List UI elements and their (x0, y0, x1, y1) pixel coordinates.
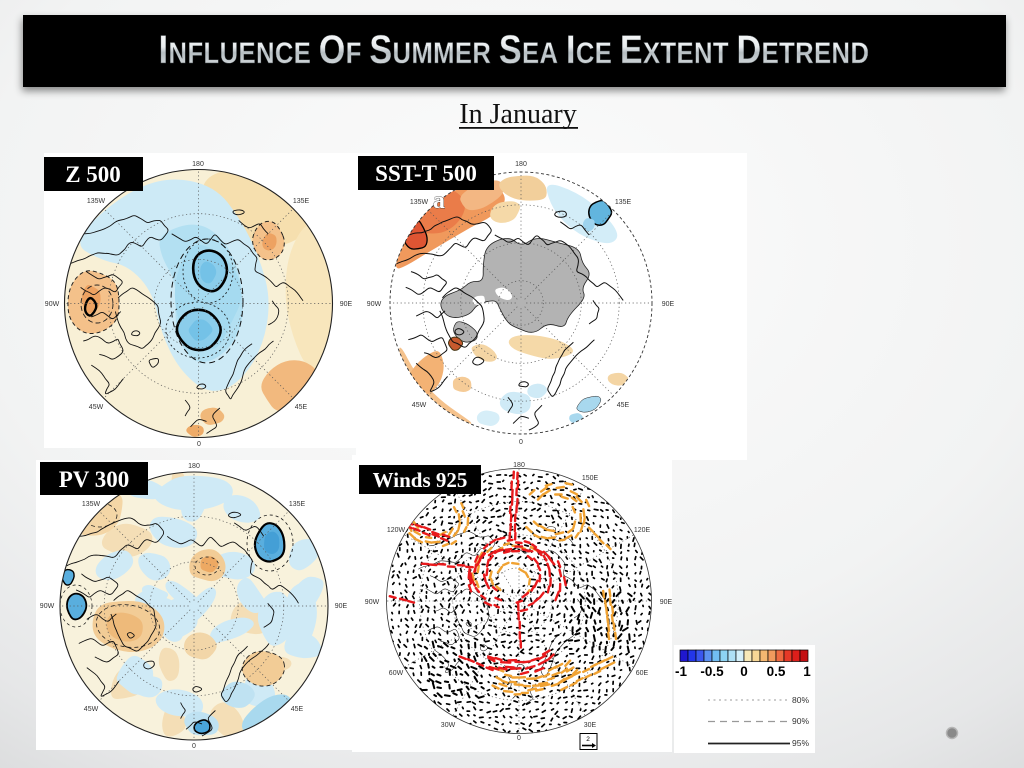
svg-text:0: 0 (519, 439, 523, 446)
svg-text:180: 180 (188, 463, 200, 470)
svg-text:60E: 60E (636, 670, 649, 677)
svg-text:90W: 90W (45, 301, 60, 308)
svg-text:45E: 45E (617, 402, 630, 409)
svg-text:45W: 45W (89, 404, 104, 411)
svg-text:80%: 80% (792, 695, 809, 705)
svg-text:45E: 45E (295, 404, 308, 411)
svg-text:120W: 120W (387, 527, 406, 534)
svg-text:In January: In January (459, 99, 576, 130)
svg-text:30W: 30W (441, 722, 456, 729)
svg-text:90E: 90E (660, 599, 673, 606)
svg-text:135E: 135E (289, 501, 306, 508)
svg-text:180: 180 (515, 161, 527, 168)
svg-text:0: 0 (197, 441, 201, 448)
svg-text:30E: 30E (584, 722, 597, 729)
svg-text:-1: -1 (675, 664, 687, 679)
svg-text:60W: 60W (389, 670, 404, 677)
svg-text:90E: 90E (340, 301, 353, 308)
svg-text:95%: 95% (792, 738, 809, 748)
svg-text:Winds 925: Winds 925 (373, 468, 468, 492)
svg-text:0.5: 0.5 (767, 664, 786, 679)
svg-text:90W: 90W (367, 301, 382, 308)
svg-text:135E: 135E (293, 198, 310, 205)
svg-text:PV 300: PV 300 (59, 467, 130, 492)
svg-text:90W: 90W (40, 603, 55, 610)
svg-text:90E: 90E (662, 301, 675, 308)
svg-text:0: 0 (740, 664, 748, 679)
svg-text:-0.5: -0.5 (700, 664, 724, 679)
svg-text:180: 180 (192, 161, 204, 168)
svg-text:135W: 135W (87, 198, 106, 205)
svg-text:180: 180 (513, 462, 525, 469)
svg-text:150E: 150E (582, 475, 599, 482)
svg-text:45W: 45W (84, 706, 99, 713)
svg-text:135W: 135W (410, 199, 429, 206)
svg-text:90E: 90E (335, 603, 348, 610)
svg-text:120E: 120E (634, 527, 651, 534)
svg-text:Z 500: Z 500 (65, 162, 121, 187)
svg-text:90%: 90% (792, 716, 809, 726)
svg-text:INFLUENCE OF SUMMER SEA ICE EX: INFLUENCE OF SUMMER SEA ICE EXTENT DETRE… (159, 26, 870, 71)
svg-text:0: 0 (192, 743, 196, 750)
svg-text:135W: 135W (82, 501, 101, 508)
svg-text:0: 0 (517, 735, 521, 742)
svg-text:45W: 45W (412, 402, 427, 409)
svg-text:SST-T 500: SST-T 500 (375, 161, 477, 186)
svg-text:2: 2 (586, 736, 590, 743)
svg-text:90W: 90W (365, 599, 380, 606)
svg-text:a: a (433, 188, 445, 214)
svg-text:1: 1 (803, 664, 811, 679)
svg-text:45E: 45E (291, 706, 304, 713)
svg-text:135E: 135E (615, 199, 632, 206)
